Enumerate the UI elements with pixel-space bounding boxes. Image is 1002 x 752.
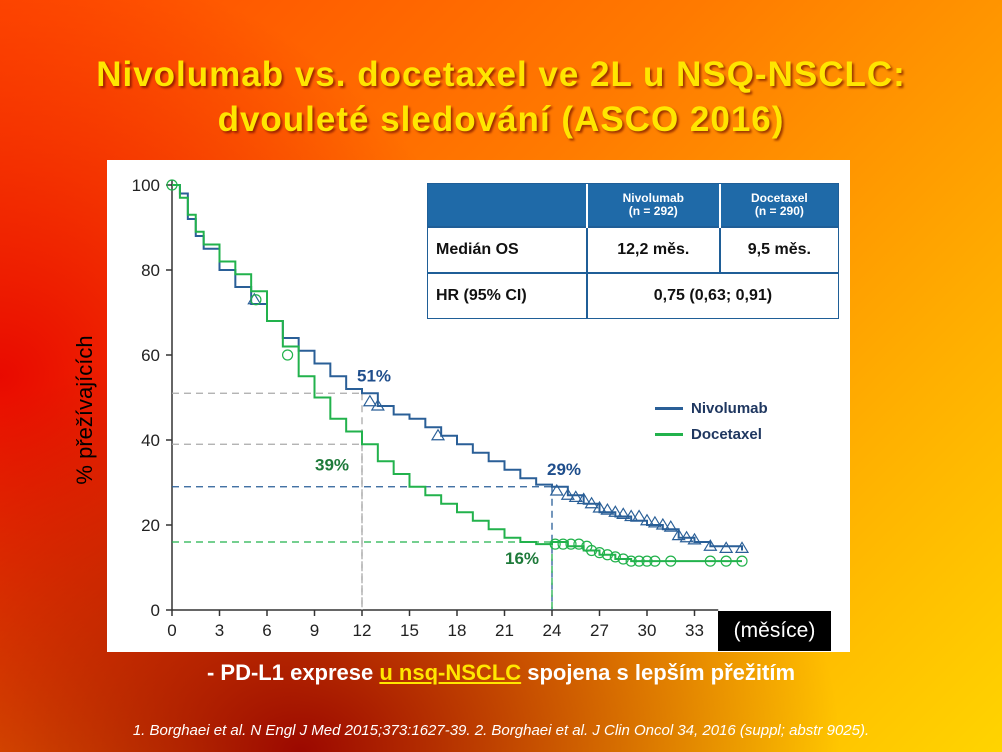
censor-mark-nivolumab (632, 509, 647, 522)
censor-mark-nivolumab (608, 505, 623, 517)
x-tick-label: 6 (262, 621, 271, 640)
row-median-os-label: Medián OS (428, 225, 588, 274)
x-tick-label: 0 (167, 621, 176, 640)
censor-mark-docetaxel (649, 555, 661, 567)
censor-mark-docetaxel (665, 555, 677, 567)
x-axis-label: (měsíce) (718, 611, 831, 651)
legend-label-docetaxel: Docetaxel (691, 425, 762, 443)
y-tick-label: 100 (132, 176, 160, 195)
legend-swatch-nivolumab (655, 406, 683, 410)
bullet-suffix: spojena s lepším přežitím (521, 660, 796, 685)
censor-mark-docetaxel (250, 294, 262, 306)
censor-mark-nivolumab (549, 483, 564, 496)
censor-mark-nivolumab (624, 509, 639, 522)
reference-footnote: 1. Borghaei et al. N Engl J Med 2015;373… (132, 722, 870, 739)
y-tick-label: 80 (141, 261, 160, 280)
legend-item-nivolumab: Nivolumab (655, 395, 768, 421)
censor-mark-nivolumab (560, 488, 575, 500)
curve-nivolumab (172, 184, 743, 551)
bullet-statement: - PD-L1 exprese u nsq-NSCLC spojena s le… (0, 660, 1002, 686)
data-label-nivolumab: 51% (357, 366, 391, 385)
bullet-highlight: u nsq-NSCLC (379, 660, 522, 685)
docetaxel-header-name: Docetaxel (751, 190, 808, 205)
censor-mark-nivolumab (655, 517, 670, 530)
censor-mark-nivolumab (576, 492, 591, 505)
censor-mark-docetaxel (736, 555, 748, 567)
x-tick-label: 30 (638, 621, 657, 640)
median-os-docetaxel: 9,5 měs. (719, 225, 838, 274)
censor-mark-docetaxel (633, 555, 645, 567)
x-tick-label: 15 (400, 621, 419, 640)
censor-mark-nivolumab (734, 541, 750, 553)
x-tick-label: 9 (310, 621, 319, 640)
x-tick-label: 24 (543, 621, 562, 640)
results-table: Nivolumab (n = 292) Docetaxel (n = 290) … (427, 183, 839, 319)
censor-mark-nivolumab (719, 541, 734, 553)
censor-mark-nivolumab (616, 507, 631, 519)
slide-title: Nivolumab vs. docetaxel ve 2L u NSQ-NSCL… (0, 52, 1002, 142)
censor-mark-docetaxel (609, 551, 621, 563)
censor-mark-nivolumab (703, 539, 718, 551)
x-tick-label: 27 (590, 621, 609, 640)
nivolumab-header-name: Nivolumab (622, 190, 684, 205)
legend-item-docetaxel: Docetaxel (655, 421, 768, 447)
table-corner (428, 184, 588, 227)
legend-swatch-docetaxel (655, 432, 683, 436)
table-header-docetaxel: Docetaxel (n = 290) (719, 184, 838, 227)
censor-mark-docetaxel (641, 555, 653, 567)
slide-title-line2: dvouleté sledování (ASCO 2016) (217, 100, 785, 139)
censor-mark-docetaxel (720, 555, 732, 567)
censor-mark-docetaxel (557, 538, 569, 550)
censor-mark-nivolumab (663, 519, 678, 532)
docetaxel-header-n: (n = 290) (754, 203, 804, 218)
censor-mark-nivolumab (430, 428, 446, 441)
chart-legend: Nivolumab Docetaxel (655, 395, 768, 447)
survival-chart: 0 20 40 60 80 100 0 3 6 9 12 15 18 21 24 27 30 33 51% 29% 39… (132, 176, 750, 640)
censor-mark-docetaxel (585, 544, 598, 557)
bullet-prefix: - PD-L1 exprese (206, 660, 380, 685)
censor-mark-docetaxel (704, 555, 716, 567)
censor-mark-docetaxel (549, 538, 561, 550)
data-label-docetaxel: 16% (505, 549, 539, 568)
data-label-docetaxel: 39% (315, 455, 349, 474)
data-label-nivolumab: 29% (547, 460, 581, 479)
censor-mark-nivolumab (600, 502, 615, 515)
y-tick-label: 0 (151, 601, 160, 620)
row-hr-label: HR (95% CI) (428, 272, 588, 318)
hr-value: 0,75 (0,63; 0,91) (586, 272, 838, 318)
median-os-nivolumab: 12,2 měs. (586, 225, 721, 274)
y-tick-label: 20 (141, 516, 160, 535)
censor-mark-nivolumab (687, 532, 702, 545)
censor-mark-nivolumab (362, 394, 377, 407)
censor-mark-docetaxel (573, 538, 585, 550)
censor-mark-docetaxel (281, 349, 294, 361)
censor-mark-nivolumab (584, 496, 599, 509)
legend-label-nivolumab: Nivolumab (691, 399, 768, 417)
censor-mark-nivolumab (679, 530, 694, 543)
censor-mark-nivolumab (592, 500, 607, 513)
x-tick-label: 12 (353, 621, 372, 640)
x-tick-label: 18 (448, 621, 467, 640)
censor-mark-docetaxel (601, 549, 614, 561)
table-header-nivolumab: Nivolumab (n = 292) (586, 184, 721, 227)
x-tick-label: 3 (215, 621, 224, 640)
slide-title-line1: Nivolumab vs. docetaxel ve 2L u NSQ-NSCL… (96, 55, 906, 94)
y-axis-label: % přežívajících (72, 335, 97, 485)
censor-mark-nivolumab (647, 515, 662, 528)
x-tick-label: 21 (495, 621, 514, 640)
y-tick-label: 40 (141, 431, 160, 450)
censor-mark-nivolumab (639, 513, 655, 526)
censor-mark-nivolumab (568, 490, 583, 502)
censor-mark-docetaxel (625, 555, 637, 567)
censor-mark-docetaxel (565, 538, 577, 550)
censor-mark-nivolumab (370, 398, 385, 411)
y-tick-label: 60 (141, 346, 160, 365)
censor-mark-docetaxel (593, 547, 606, 559)
censor-mark-docetaxel (617, 553, 629, 565)
nivolumab-header-n: (n = 292) (628, 203, 678, 218)
x-tick-label: 33 (685, 621, 704, 640)
censor-mark-nivolumab (671, 528, 686, 541)
censor-mark-docetaxel (166, 179, 178, 191)
